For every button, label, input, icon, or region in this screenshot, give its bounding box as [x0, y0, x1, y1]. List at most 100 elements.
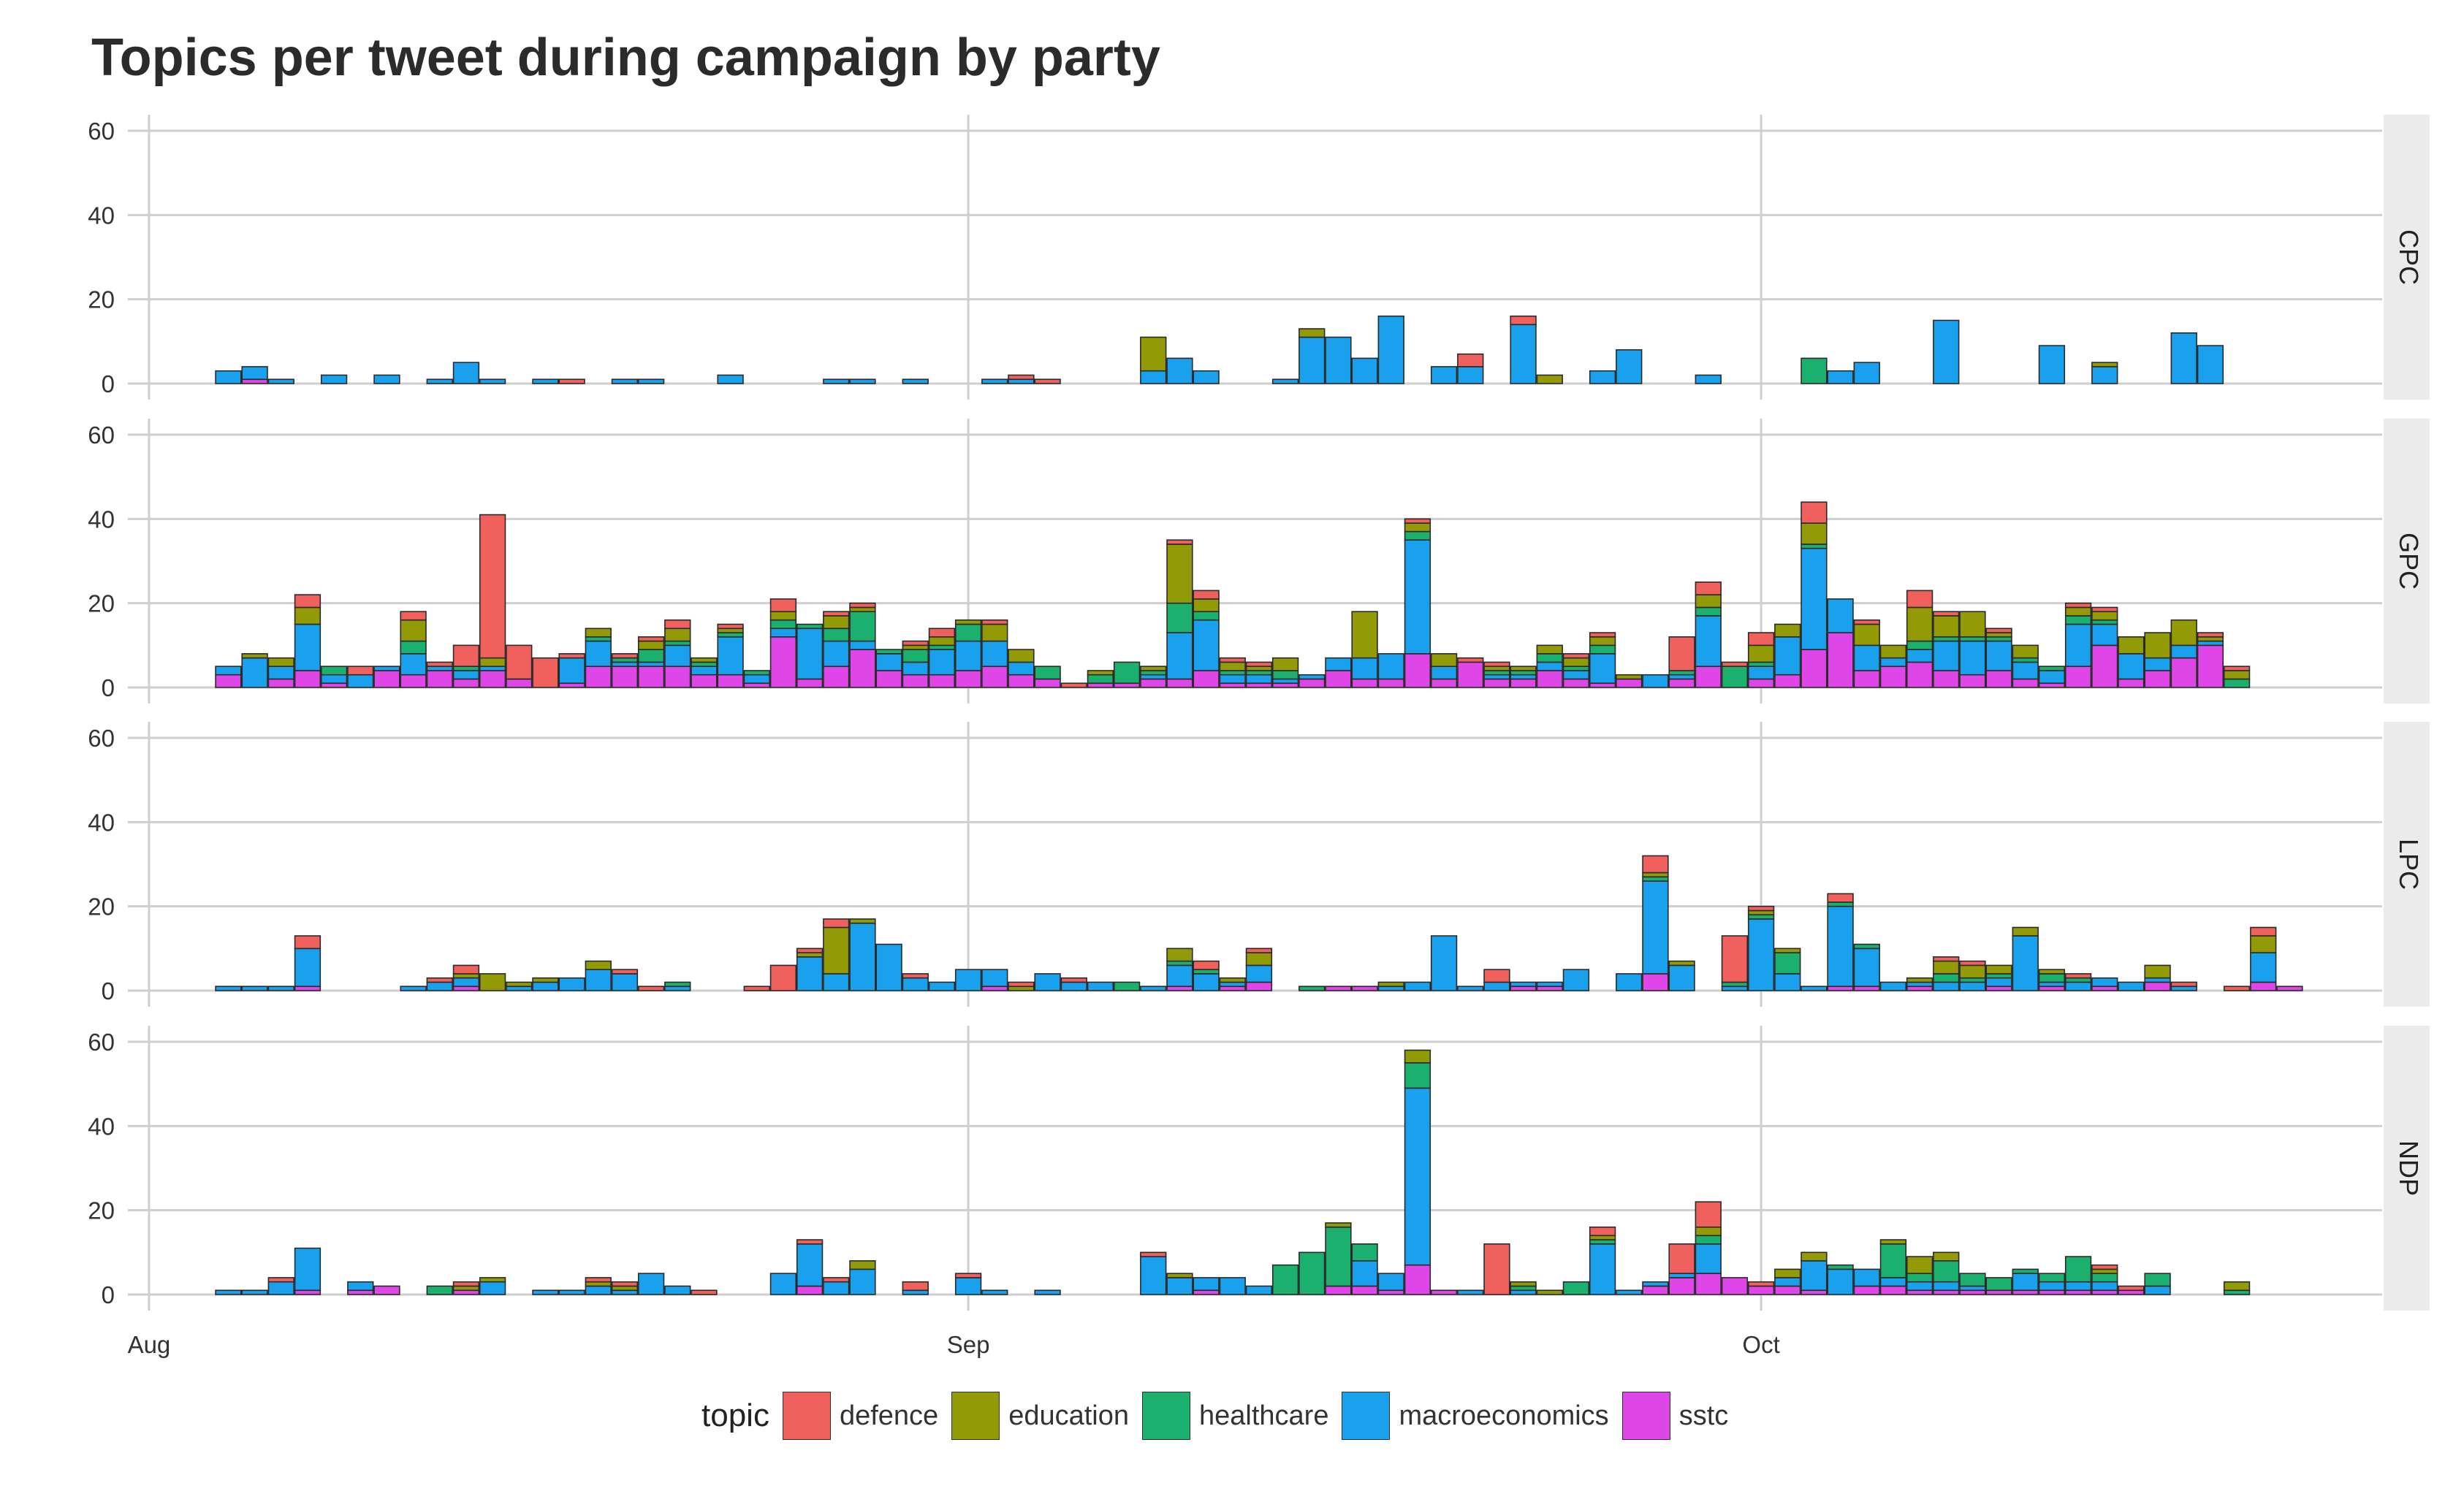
bar-segment-macroeconomics	[1695, 374, 1722, 384]
bar-segment-macroeconomics	[849, 640, 876, 650]
bar-segment-macroeconomics	[215, 986, 242, 991]
bar-segment-macroeconomics	[1193, 619, 1220, 671]
bar-segment-macroeconomics	[1695, 615, 1722, 667]
bar-segment-macroeconomics	[1219, 1277, 1246, 1295]
bar-segment-defence	[426, 977, 453, 983]
bar-segment-macroeconomics	[479, 1281, 506, 1295]
bar-segment-macroeconomics	[875, 943, 902, 991]
bar-segment-defence	[796, 948, 824, 953]
legend-title: topic	[701, 1398, 769, 1433]
bar-segment-education	[1695, 594, 1722, 609]
bar-segment-healthcare	[1589, 644, 1616, 655]
bar-segment-sstc	[2064, 666, 2092, 688]
bar-segment-sstc	[267, 678, 294, 688]
bar-segment-education	[267, 657, 294, 667]
bar-segment-macroeconomics	[902, 1289, 929, 1295]
bar-segment-sstc	[691, 674, 718, 688]
bar-segment-sstc	[2091, 644, 2118, 688]
y-tick-label: 60	[88, 422, 115, 449]
bar-segment-sstc	[1668, 1277, 1695, 1295]
bar-segment-macroeconomics	[823, 973, 850, 991]
bar-segment-sstc	[1642, 973, 1669, 991]
bar-segment-defence	[1034, 378, 1061, 384]
bar-segment-healthcare	[2038, 666, 2066, 671]
bar-segment-education	[1245, 666, 1273, 671]
bar-segment-defence	[637, 986, 665, 991]
bar-segment-defence	[1483, 1243, 1510, 1295]
bar-segment-sstc	[1404, 653, 1431, 688]
bar-segment-healthcare	[1483, 670, 1510, 676]
legend-item-macroeconomics: macroeconomics	[1342, 1392, 1609, 1440]
bar-segment-defence	[611, 1281, 639, 1287]
bar-segment-sstc	[320, 682, 348, 688]
bar-segment-macroeconomics	[1774, 973, 1801, 991]
bar-segment-sstc	[1906, 1289, 1933, 1295]
bar-segment-macroeconomics	[902, 977, 929, 991]
bar-segment-education	[1959, 964, 1986, 979]
bar-segment-macroeconomics	[1801, 1260, 1828, 1292]
bar-segment-sstc	[1245, 981, 1273, 991]
bar-segment-sstc	[1510, 986, 1537, 991]
bar-segment-sstc	[769, 636, 797, 688]
bar-segment-macroeconomics	[2038, 1281, 2066, 1292]
bar-segment-macroeconomics	[2118, 981, 2145, 991]
legend-swatch	[1342, 1392, 1391, 1440]
bar-segment-defence	[1219, 657, 1246, 663]
bar-segment-sstc	[1087, 682, 1114, 688]
bar-segment-defence	[1853, 619, 1880, 625]
bar-segment-education	[2064, 606, 2092, 617]
bar-segment-healthcare	[1827, 1264, 1854, 1270]
bar-segment-education	[1774, 623, 1801, 638]
bar-segment-defence	[1668, 636, 1695, 671]
bar-segment-defence	[902, 1281, 929, 1292]
bar-segment-macroeconomics	[1483, 674, 1510, 680]
bar-segment-macroeconomics	[532, 378, 559, 384]
bar-segment-macroeconomics	[664, 1285, 691, 1295]
bar-segment-healthcare	[1113, 661, 1141, 685]
bar-segment-macroeconomics	[2064, 1281, 2092, 1292]
bar-segment-education	[1959, 611, 1986, 638]
bar-segment-macroeconomics	[1853, 362, 1880, 384]
bar-segment-macroeconomics	[611, 661, 639, 667]
bar-segment-education	[849, 1260, 876, 1270]
bar-segment-healthcare	[1853, 943, 1880, 950]
bar-segment-macroeconomics	[558, 657, 585, 685]
bar-segment-education	[2038, 969, 2066, 975]
bar-segment-macroeconomics	[1959, 640, 1986, 676]
bar-segment-education	[1087, 670, 1114, 676]
bar-segment-sstc	[1325, 670, 1352, 688]
bar-segment-defence	[2223, 666, 2251, 671]
panel-lpc: 0 20 40 60 LPC	[88, 722, 2430, 1007]
bar-segment-macroeconomics	[717, 636, 744, 676]
bar-segment-healthcare	[2064, 977, 2092, 983]
bar-segment-macroeconomics	[2144, 1285, 2171, 1295]
bar-segment-defence	[1457, 353, 1484, 367]
bar-segment-defence	[1668, 1243, 1695, 1274]
bar-segment-healthcare	[1510, 670, 1537, 676]
bar-segment-macroeconomics	[823, 378, 850, 384]
bar-segment-healthcare	[664, 981, 691, 988]
bar-segment-education	[823, 615, 850, 630]
bar-segment-defence	[1747, 632, 1775, 647]
bar-segment-education	[294, 606, 322, 625]
bar-segment-education	[1008, 986, 1035, 991]
bar-segment-education	[2223, 670, 2251, 680]
bar-segment-macroeconomics	[1510, 674, 1537, 680]
bar-segment-macroeconomics	[769, 628, 797, 638]
bar-segment-education	[1906, 606, 1933, 642]
bar-segment-macroeconomics	[1536, 981, 1563, 988]
bar-segment-education	[1853, 623, 1880, 647]
bar-segment-sstc	[1193, 1289, 1220, 1295]
bar-segment-defence	[637, 636, 665, 642]
bar-segment-sstc	[1430, 1289, 1458, 1295]
bar-segment-education	[954, 619, 982, 625]
bar-segment-sstc	[1245, 682, 1273, 688]
bar-segment-education	[1801, 1251, 1828, 1262]
bar-segment-defence	[585, 1277, 612, 1283]
bar-segment-macroeconomics	[1325, 336, 1352, 384]
bar-segment-macroeconomics	[1562, 969, 1590, 991]
bar-segment-education	[1695, 1226, 1722, 1237]
bar-segment-macroeconomics	[1827, 370, 1854, 384]
bar-segment-defence	[611, 969, 639, 975]
bar-segment-sstc	[1774, 1285, 1801, 1295]
